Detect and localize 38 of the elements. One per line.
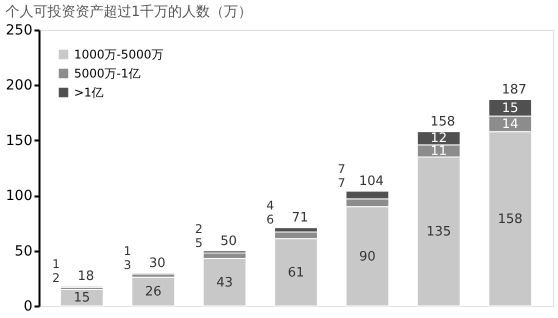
data-label: 26 — [144, 284, 162, 300]
total-label: 18 — [78, 269, 94, 284]
y-tick-label: 50 — [14, 243, 32, 260]
data-label: 158 — [498, 212, 523, 227]
y-tick-label: 0 — [24, 298, 32, 314]
data-label: 12 — [430, 131, 448, 146]
total-label: 71 — [292, 210, 308, 226]
total-label: 104 — [358, 174, 384, 190]
data-label: 6 — [266, 212, 274, 227]
data-label: 43 — [216, 275, 233, 290]
y-tick-label: 100 — [6, 188, 32, 204]
total-label: 158 — [430, 114, 456, 130]
data-label: 14 — [502, 116, 518, 132]
data-label: 61 — [288, 265, 304, 280]
legend-label: >1亿 — [74, 86, 104, 100]
data-label: 11 — [430, 144, 448, 159]
y-tick-label: 200 — [6, 78, 32, 94]
y-tick-label: 150 — [6, 132, 32, 149]
data-label: 5 — [194, 236, 203, 250]
legend-label: 1000万-5000万 — [74, 48, 164, 62]
data-label: 7 — [338, 162, 346, 176]
data-label: 15 — [502, 100, 518, 116]
data-label: 2 — [52, 271, 60, 286]
data-label: 1 — [52, 257, 60, 272]
data-label: 15 — [74, 290, 90, 306]
data-label: 2 — [194, 222, 203, 236]
total-label: 30 — [148, 256, 166, 271]
data-label: 1 — [124, 244, 132, 258]
data-label: 90 — [359, 249, 376, 264]
data-label: 135 — [426, 224, 452, 240]
data-label: 7 — [338, 176, 346, 190]
y-tick-label: 250 — [6, 22, 32, 38]
data-label: 3 — [124, 258, 132, 272]
total-label: 50 — [220, 234, 237, 249]
total-label: 187 — [502, 82, 527, 98]
chart-title: 个人可投资资产超过1千万的人数（万） — [5, 4, 252, 20]
legend-label: 5000万-1亿 — [74, 66, 141, 80]
data-label: 4 — [266, 198, 274, 213]
